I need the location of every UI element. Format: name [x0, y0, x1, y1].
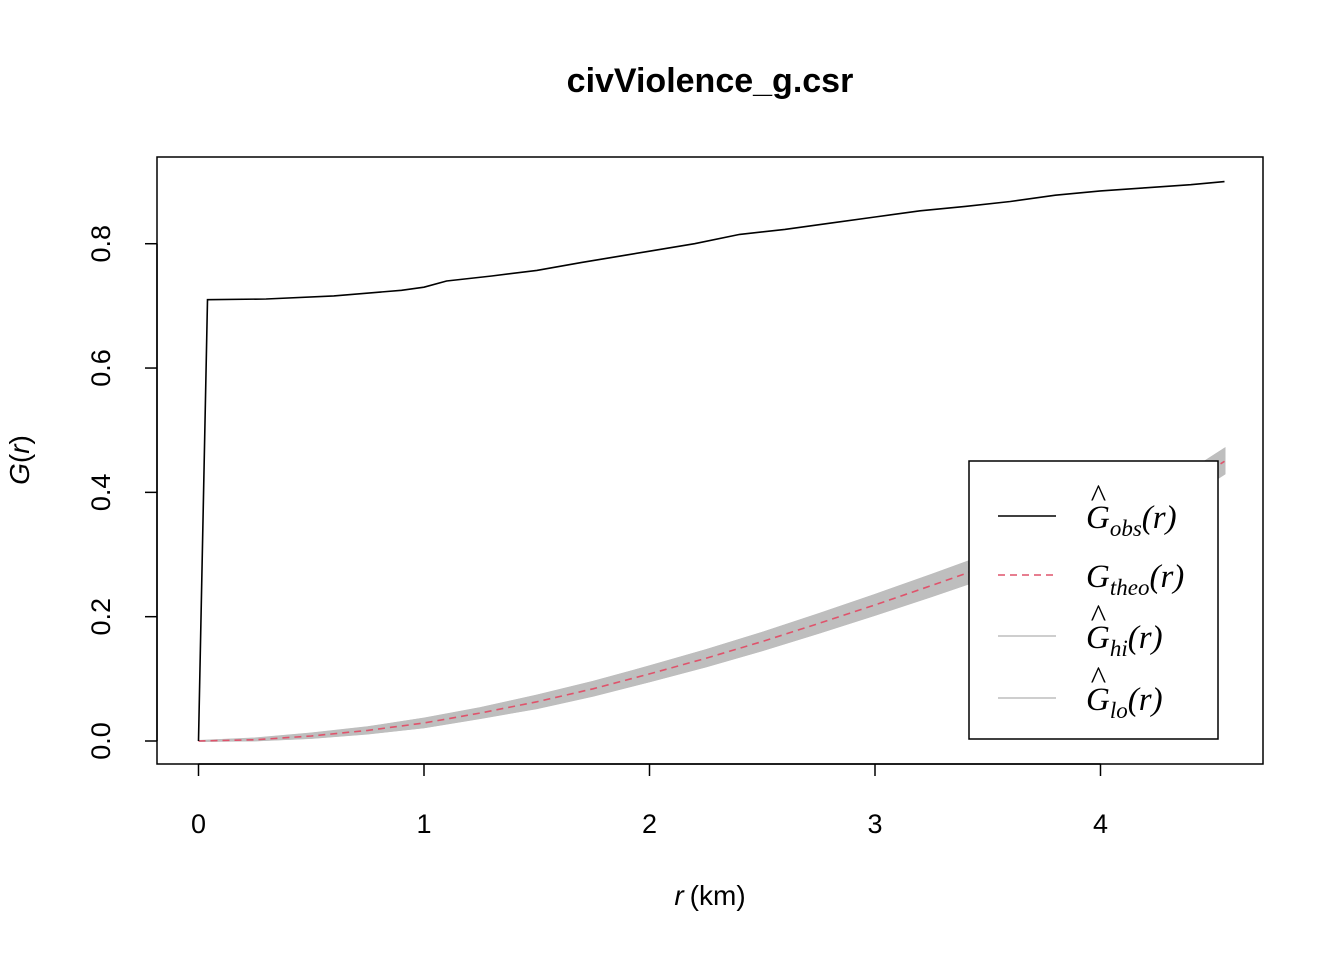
- legend-hat-hi: ^: [1090, 599, 1106, 635]
- x-tick-label: 1: [416, 809, 431, 839]
- x-tick-label: 4: [1093, 809, 1108, 839]
- y-tick-label: 0.6: [86, 349, 116, 387]
- x-axis-variable: r: [674, 880, 685, 911]
- legend: Gobs(r)^Gtheo(r)Ghi(r)^Glo(r)^: [968, 460, 1219, 740]
- y-axis-open-paren: (: [4, 453, 35, 463]
- legend-hat-obs: ^: [1090, 479, 1106, 515]
- x-axis: 0 1 2 3 4: [191, 763, 1108, 839]
- legend-label-theo: Gtheo(r): [1086, 559, 1184, 600]
- y-axis: 0.0 0.2 0.4 0.6 0.8: [86, 225, 158, 760]
- x-tick-label: 0: [191, 809, 206, 839]
- legend-label-hi: Ghi(r): [1086, 620, 1163, 661]
- x-axis-label: r (km): [674, 880, 745, 911]
- series-line-obs: [197, 180, 1225, 742]
- chart-title: civViolence_g.csr: [567, 62, 854, 100]
- legend-box: [968, 460, 1219, 740]
- x-tick-label: 2: [642, 809, 657, 839]
- y-tick-label: 0.2: [86, 598, 116, 636]
- x-tick-label: 3: [867, 809, 882, 839]
- y-tick-label: 0.4: [86, 474, 116, 512]
- y-axis-close-paren: ): [4, 435, 35, 444]
- y-tick-label: 0.8: [86, 225, 116, 263]
- y-axis-variable: r: [4, 443, 35, 454]
- y-tick-label: 0.0: [86, 722, 116, 760]
- y-axis-label: G(r): [4, 435, 35, 485]
- series-line-theo: [198, 460, 1225, 742]
- x-axis-unit: (km): [690, 880, 746, 911]
- legend-hat-lo: ^: [1090, 661, 1106, 697]
- legend-entries: Gobs(r)^Gtheo(r)Ghi(r)^Glo(r)^: [998, 479, 1184, 723]
- y-axis-function: G: [4, 463, 35, 485]
- legend-label-obs: Gobs(r): [1086, 500, 1177, 541]
- legend-label-lo: Glo(r): [1086, 682, 1163, 723]
